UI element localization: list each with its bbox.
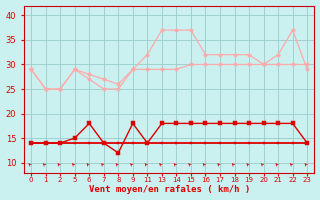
X-axis label: Vent moyen/en rafales ( km/h ): Vent moyen/en rafales ( km/h ) xyxy=(89,185,250,194)
